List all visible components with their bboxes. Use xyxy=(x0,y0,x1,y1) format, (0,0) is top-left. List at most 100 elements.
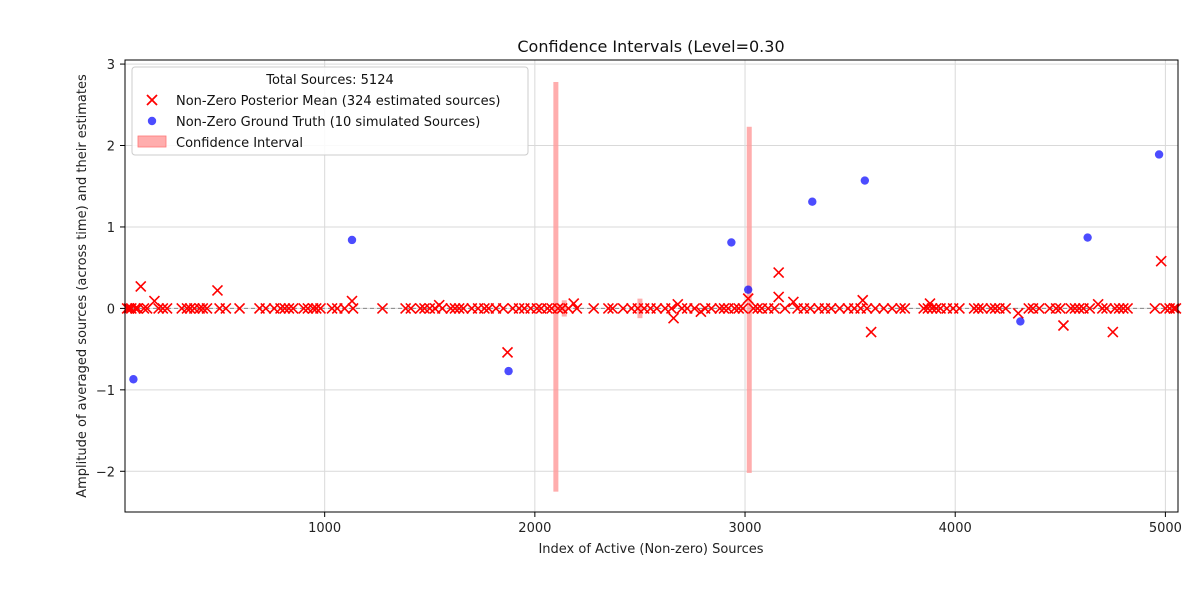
ground-truth-marker xyxy=(727,238,736,247)
posterior-mean-marker xyxy=(445,302,457,314)
posterior-mean-marker xyxy=(672,298,684,310)
posterior-mean-marker xyxy=(457,302,469,314)
posterior-mean-marker xyxy=(376,302,389,314)
posterior-mean-marker xyxy=(1033,302,1045,314)
legend-marker-posterior xyxy=(146,94,158,106)
axis-ticks: 1000 2000 3000 4000 5000 −2 −1 0 1 2 3 xyxy=(96,58,1182,536)
posterior-mean-marker xyxy=(804,302,816,314)
posterior-mean-marker xyxy=(861,302,873,314)
posterior-mean-marker xyxy=(326,302,338,314)
posterior-mean-marker xyxy=(233,302,246,314)
posterior-mean-marker xyxy=(737,302,749,314)
posterior-mean-marker xyxy=(930,302,942,314)
posterior-mean-marker xyxy=(705,302,717,314)
legend-marker-interval xyxy=(137,135,167,148)
posterior-mean-marker xyxy=(886,302,898,314)
posterior-mean-marker xyxy=(298,302,310,314)
plot-frame xyxy=(124,59,1179,513)
legend-label-ground-truth: Non-Zero Ground Truth (10 simulated Sour… xyxy=(176,115,480,130)
posterior-mean-marker xyxy=(989,302,1001,314)
posterior-mean-marker xyxy=(414,302,426,314)
y-tick-label: 0 xyxy=(107,302,115,317)
ground-truth-marker xyxy=(860,176,870,185)
posterior-mean-marker xyxy=(148,295,160,307)
posterior-mean-marker xyxy=(1069,302,1081,314)
y-tick-label: 2 xyxy=(107,140,115,155)
posterior-mean-marker xyxy=(1050,302,1062,314)
posterior-mean-marker xyxy=(747,302,760,314)
y-tick-label: −2 xyxy=(96,465,115,480)
posterior-mean-marker xyxy=(513,302,525,314)
legend-box xyxy=(131,66,529,156)
posterior-mean-marker xyxy=(220,302,232,314)
legend: Total Sources: 5124 Non-Zero Posterior M… xyxy=(131,66,529,156)
ground-truth-marker xyxy=(808,197,817,206)
posterior-mean-marker xyxy=(1168,302,1180,314)
posterior-mean-marker xyxy=(176,302,188,314)
posterior-mean-marker xyxy=(541,302,554,314)
posterior-mean-marker xyxy=(188,302,200,314)
x-tick-label: 1000 xyxy=(308,521,341,536)
posterior-mean-marker xyxy=(924,297,936,310)
posterior-mean-marker xyxy=(1109,302,1121,314)
posterior-mean-marker xyxy=(1092,298,1104,310)
posterior-mean-marker xyxy=(668,312,680,324)
posterior-mean-marker xyxy=(283,302,295,314)
posterior-mean-marker xyxy=(153,302,165,314)
posterior-mean-marker xyxy=(260,302,272,314)
chart-title: Confidence Intervals (Level=0.30 xyxy=(517,37,784,56)
posterior-mean-marker xyxy=(865,326,877,338)
ground-truth-marker xyxy=(1016,317,1025,326)
posterior-mean-marker xyxy=(531,302,543,314)
posterior-mean-marker xyxy=(1121,302,1134,314)
ground-truth-marker xyxy=(1154,150,1164,159)
posterior-mean-marker xyxy=(651,302,663,314)
posterior-mean-marker xyxy=(478,302,490,314)
posterior-mean-marker xyxy=(878,302,890,314)
posterior-mean-marker xyxy=(1155,255,1167,267)
posterior-mean-marker xyxy=(197,302,209,314)
posterior-mean-marker xyxy=(728,302,741,314)
posterior-mean-marker xyxy=(968,302,980,314)
posterior-mean-marker xyxy=(1057,319,1070,332)
posterior-mean-marker xyxy=(742,293,754,305)
posterior-mean-marker xyxy=(310,302,322,314)
posterior-mean-marker xyxy=(773,291,785,303)
posterior-mean-marker xyxy=(433,299,445,311)
posterior-mean-marker xyxy=(135,280,147,292)
confidence-intervals xyxy=(553,81,752,492)
posterior-mean-marker xyxy=(552,302,564,314)
posterior-mean-marker xyxy=(1107,326,1119,338)
confidence-interval-bar xyxy=(553,81,559,492)
posterior-mean-marker xyxy=(602,302,614,314)
posterior-mean-marker xyxy=(400,302,412,314)
posterior-mean-marker xyxy=(869,302,881,314)
posterior-mean-marker xyxy=(1054,302,1066,314)
posterior-mean-marker xyxy=(773,266,785,279)
posterior-mean-marker xyxy=(588,302,600,314)
posterior-mean-marker xyxy=(418,302,431,314)
y-tick-label: −1 xyxy=(96,384,115,399)
posterior-mean-marker xyxy=(714,302,726,314)
posterior-mean-marker xyxy=(834,302,846,314)
y-tick-label: 1 xyxy=(107,221,115,236)
posterior-mean-marker xyxy=(274,302,287,314)
posterior-mean-marker xyxy=(1149,302,1161,314)
posterior-mean-marker xyxy=(1117,302,1129,314)
posterior-mean-marker xyxy=(1065,302,1077,314)
posterior-mean-marker xyxy=(568,297,580,310)
posterior-mean-marker xyxy=(287,302,299,314)
posterior-mean-marker xyxy=(497,302,509,314)
posterior-mean-marker xyxy=(1159,302,1171,314)
posterior-mean-marker xyxy=(665,302,678,314)
ground-truth-marker xyxy=(504,366,513,376)
ground-truth-marker xyxy=(129,375,138,384)
x-tick-label: 2000 xyxy=(518,521,551,536)
legend-title: Total Sources: 5124 xyxy=(265,73,394,88)
x-tick-label: 3000 xyxy=(728,521,761,536)
confidence-interval-bar xyxy=(561,300,567,317)
posterior-mean-marker xyxy=(161,302,173,314)
posterior-mean-marker xyxy=(405,302,417,314)
posterior-mean-marker xyxy=(1000,302,1012,314)
ground-truth-marker xyxy=(743,285,753,294)
